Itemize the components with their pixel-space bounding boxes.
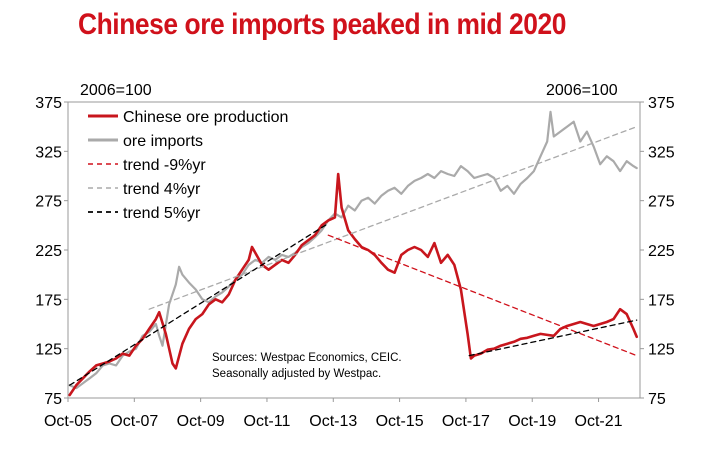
x-tick-label: Oct-05 xyxy=(44,413,92,430)
chart-title: Chinese ore imports peaked in mid 2020 xyxy=(78,8,566,41)
left-tick-label: 325 xyxy=(35,144,62,161)
x-axis: Oct-05 Oct-07 Oct-09 Oct-11 Oct-13 Oct-15 Oct-… xyxy=(44,398,623,430)
right-tick-label: 375 xyxy=(648,95,675,112)
x-tick-label: Oct-07 xyxy=(110,413,158,430)
series-line-trend-9-yr xyxy=(327,234,638,357)
legend: Chinese ore production ore imports trend -… xyxy=(88,109,288,222)
series-line-unlabelled-trend xyxy=(69,222,329,386)
right-tick-label: 175 xyxy=(648,292,675,309)
left-tick-label: 125 xyxy=(35,342,62,359)
x-tick-label: Oct-17 xyxy=(442,413,490,430)
legend-label-trend-9-yr: trend -9%yr xyxy=(123,157,206,174)
right-axis-unit: 2006=100 xyxy=(546,82,618,99)
legend-label-trend-5-yr: trend 5%yr xyxy=(123,205,201,222)
right-tick-label: 125 xyxy=(648,342,675,359)
series-line-chinese-ore-production xyxy=(68,172,638,397)
right-axis: 375 325 275 225 175 125 75 xyxy=(640,95,675,408)
series-line-trend-4-yr xyxy=(148,126,638,310)
legend-label-ore-imports: ore imports xyxy=(123,133,203,150)
series-line-ore-imports xyxy=(68,110,638,390)
left-tick-label: 175 xyxy=(35,292,62,309)
x-tick-label: Oct-13 xyxy=(309,413,357,430)
left-tick-label: 75 xyxy=(44,391,62,408)
legend-label-chinese-ore-production: Chinese ore production xyxy=(123,109,288,126)
series-layer xyxy=(68,110,638,397)
legend-label-trend-4-yr: trend 4%yr xyxy=(123,181,201,198)
adjustment-note: Seasonally adjusted by Westpac. xyxy=(212,368,381,380)
right-tick-label: 75 xyxy=(648,391,666,408)
left-tick-label: 275 xyxy=(35,194,62,211)
left-axis: 375 325 275 225 175 125 75 xyxy=(35,95,68,408)
x-tick-label: Oct-11 xyxy=(244,413,291,430)
right-tick-label: 325 xyxy=(648,144,675,161)
series-line-trend-5-yr xyxy=(468,319,638,357)
right-tick-label: 275 xyxy=(648,194,675,211)
x-tick-label: Oct-19 xyxy=(508,413,556,430)
left-axis-unit: 2006=100 xyxy=(80,82,152,99)
left-tick-label: 225 xyxy=(35,243,62,260)
x-tick-label: Oct-21 xyxy=(575,413,623,430)
x-tick-label: Oct-09 xyxy=(177,413,225,430)
right-tick-label: 225 xyxy=(648,243,675,260)
x-tick-label: Oct-15 xyxy=(376,413,424,430)
left-tick-label: 375 xyxy=(35,95,62,112)
source-note: Sources: Westpac Economics, CEIC. xyxy=(212,352,402,364)
